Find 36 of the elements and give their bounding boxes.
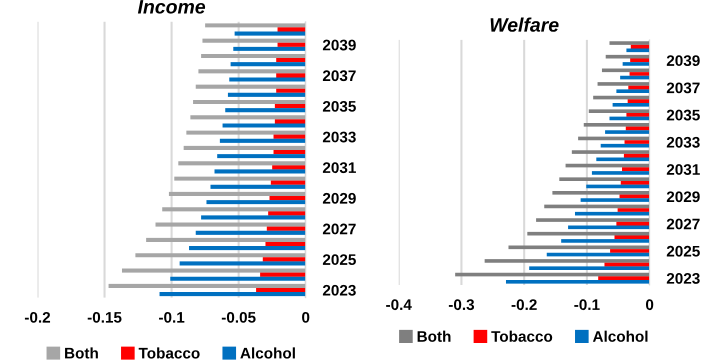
chart-title: Income bbox=[138, 0, 206, 14]
y-tick-label: 2033 bbox=[666, 136, 700, 148]
y-tick-label: 2037 bbox=[322, 70, 356, 82]
y-tick-label: 2031 bbox=[666, 164, 700, 175]
y-tick-label: 2027 bbox=[322, 224, 356, 234]
x-tick-label: 0 bbox=[302, 312, 310, 323]
x-tick-label: -0.05 bbox=[222, 312, 256, 323]
legend-label: Alcohol bbox=[592, 330, 648, 342]
legend-label: Tobacco bbox=[138, 347, 200, 359]
legend-label: Tobacco bbox=[491, 330, 552, 342]
x-tick-label: -0.3 bbox=[448, 299, 474, 310]
y-tick-label: 2039 bbox=[322, 40, 356, 50]
y-tick-label: 2037 bbox=[666, 82, 700, 94]
y-tick-label: 2033 bbox=[322, 132, 356, 142]
x-tick-label: 0 bbox=[646, 299, 654, 310]
y-tick-label: 2035 bbox=[322, 100, 356, 112]
y-tick-label: 2029 bbox=[666, 191, 700, 202]
legend-label: Both bbox=[418, 330, 450, 342]
legend-label: Both bbox=[65, 347, 98, 359]
y-tick-label: 2025 bbox=[666, 246, 700, 257]
x-tick-label: -0.4 bbox=[386, 299, 412, 310]
y-tick-label: 2031 bbox=[322, 162, 356, 174]
x-tick-label: -0.15 bbox=[88, 312, 122, 323]
legend-label: Alcohol bbox=[240, 347, 295, 359]
chart-title: Welfare bbox=[490, 18, 559, 32]
y-tick-label: 2023 bbox=[322, 284, 356, 296]
x-tick-label: -0.1 bbox=[159, 312, 184, 323]
y-tick-label: 2025 bbox=[322, 254, 356, 266]
x-tick-label: -0.2 bbox=[24, 312, 50, 323]
x-tick-label: -0.2 bbox=[512, 299, 537, 310]
y-tick-label: 2023 bbox=[666, 273, 700, 284]
y-tick-label: 2029 bbox=[322, 192, 356, 204]
y-tick-label: 2039 bbox=[666, 55, 700, 66]
x-tick-label: -0.1 bbox=[574, 299, 600, 310]
y-tick-label: 2035 bbox=[666, 110, 700, 121]
y-tick-label: 2027 bbox=[666, 218, 700, 230]
